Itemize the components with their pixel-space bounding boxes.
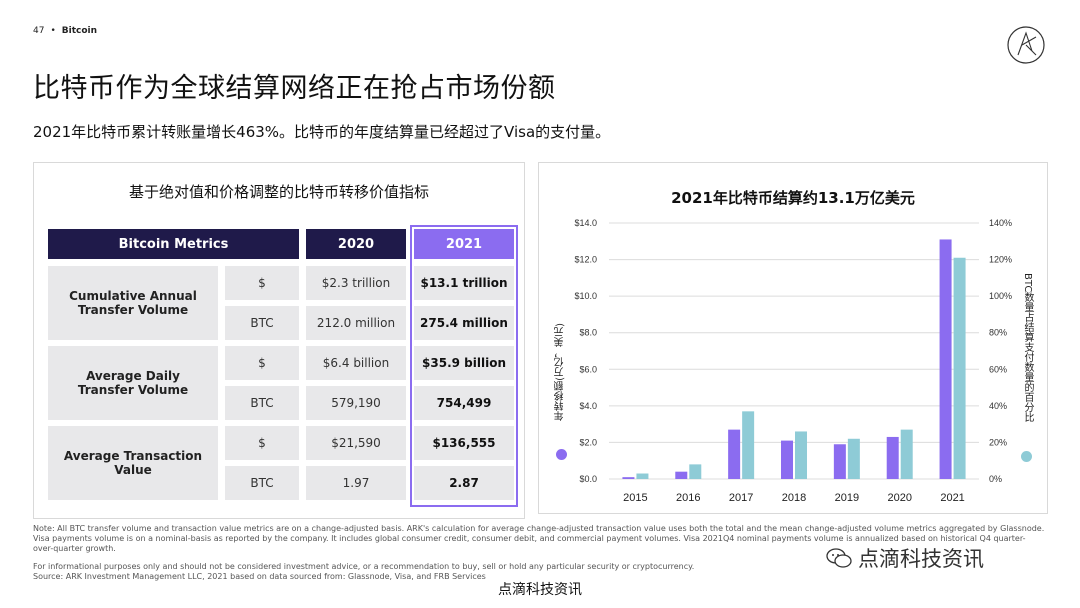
watermark: 点滴科技资讯 xyxy=(826,543,984,573)
y-tick-label-left: $8.0 xyxy=(579,328,597,338)
chart-title: 2021年比特币结算约13.1万亿美元 xyxy=(671,189,915,207)
metric-average-daily-transfer-volume: Average Daily Transfer Volume xyxy=(48,346,218,420)
bar-btc-percentage xyxy=(795,431,807,479)
table-header-2021: 2021 xyxy=(414,229,514,259)
value-2021: 754,499 xyxy=(414,386,514,420)
value-2020: $2.3 trillion xyxy=(306,266,406,300)
y-axis-right-label: BTC数量占结算支付数量的百分比 xyxy=(1022,273,1033,423)
value-2020: $21,590 xyxy=(306,426,406,460)
x-tick-label: 2016 xyxy=(676,492,700,504)
value-2020: 1.97 xyxy=(306,466,406,500)
value-2021: 275.4 million xyxy=(414,306,514,340)
chat-bubble-icon xyxy=(826,548,852,568)
y-tick-label-left: $6.0 xyxy=(579,364,597,374)
unit-btc: BTC xyxy=(225,386,299,420)
y-tick-label-right: 40% xyxy=(989,401,1007,411)
table-header-metrics: Bitcoin Metrics xyxy=(48,229,299,259)
value-2021: 2.87 xyxy=(414,466,514,500)
legend-dot-transfer-volume xyxy=(556,449,567,460)
disclaimer: For informational purposes only and shou… xyxy=(33,562,695,571)
bar-transfer-volume xyxy=(622,477,635,479)
legend-dot-btc-percentage xyxy=(1021,451,1032,462)
value-2020: 212.0 million xyxy=(306,306,406,340)
value-2020: $6.4 billion xyxy=(306,346,406,380)
source-note: Source: ARK Investment Management LLC, 2… xyxy=(33,572,486,581)
y-tick-label-left: $2.0 xyxy=(579,437,597,447)
bar-btc-percentage xyxy=(636,473,649,479)
unit-btc: BTC xyxy=(225,466,299,500)
footnote-line-1: Note: All BTC transfer volume and transa… xyxy=(33,524,1045,533)
header-separator: • xyxy=(50,26,56,36)
chart-panel: 2021年比特币结算约13.1万亿美元 $0.0 0% $2.0 20% $4.0 40%… xyxy=(538,162,1048,514)
y-tick-label-left: $4.0 xyxy=(579,401,597,411)
bar-chart: $0.0 0% $2.0 20% $4.0 40% $6.0 60% $8.0 80% $10.0 1… xyxy=(574,218,1012,504)
metric-average-transaction-value: Average Transaction Value xyxy=(48,426,218,500)
footnote: Note: All BTC transfer volume and transa… xyxy=(33,524,1048,554)
y-tick-label-right: 80% xyxy=(989,328,1007,338)
y-tick-label-right: 100% xyxy=(989,291,1012,301)
bar-btc-percentage xyxy=(847,438,860,479)
bar-transfer-volume xyxy=(833,444,846,479)
y-tick-label-right: 60% xyxy=(989,364,1007,374)
value-2021: $35.9 billion xyxy=(414,346,514,380)
section-name: Bitcoin xyxy=(61,26,98,36)
bar-transfer-volume xyxy=(939,239,952,479)
y-tick-label-left: $12.0 xyxy=(574,255,597,265)
value-2020: 579,190 xyxy=(306,386,406,420)
table-title: 基于绝对值和价格调整的比特币转移价值指标 xyxy=(128,183,429,201)
y-tick-label-left: $14.0 xyxy=(574,218,597,228)
bar-transfer-volume xyxy=(886,436,899,479)
y-tick-label-right: 20% xyxy=(989,437,1007,447)
slide-subtitle: 2021年比特币累计转账量增长463%。比特币的年度结算量已经超过了Visa的支… xyxy=(33,123,611,141)
ark-logo-icon xyxy=(1007,26,1045,64)
bar-transfer-volume xyxy=(728,429,741,479)
metric-cumulative-annual-transfer-volume: Cumulative Annual Transfer Volume xyxy=(48,266,218,340)
x-tick-label: 2017 xyxy=(729,492,753,504)
footnote-line-2: Visa payments volume is on a nominal-bas… xyxy=(33,534,1026,543)
unit-btc: BTC xyxy=(225,306,299,340)
unit-usd: $ xyxy=(225,346,299,380)
y-tick-label-left: $10.0 xyxy=(574,291,597,301)
metrics-table-panel: 基于绝对值和价格调整的比特币转移价值指标 Bitcoin Metrics 202… xyxy=(33,162,525,519)
bar-btc-percentage xyxy=(953,257,966,479)
y-axis-left-label: 年转移额(万亿，美元) xyxy=(555,323,566,421)
x-tick-label: 2019 xyxy=(835,492,859,504)
slide-title: 比特币作为全球结算网络正在抢占市场份额 xyxy=(33,73,556,104)
highlight-2021-column xyxy=(410,225,518,507)
bar-transfer-volume xyxy=(675,471,688,479)
y-tick-label-right: 0% xyxy=(989,474,1002,484)
watermark-text: 点滴科技资讯 xyxy=(858,547,984,571)
table-header-2020: 2020 xyxy=(306,229,406,259)
value-2021: $136,555 xyxy=(414,426,514,460)
x-tick-label: 2015 xyxy=(623,492,647,504)
unit-usd: $ xyxy=(225,266,299,300)
disclaimer-block: For informational purposes only and shou… xyxy=(33,562,813,582)
bar-btc-percentage xyxy=(900,429,913,479)
x-tick-label: 2021 xyxy=(940,492,964,504)
y-tick-label-left: $0.0 xyxy=(579,474,597,484)
bar-btc-percentage xyxy=(742,411,755,479)
bar-transfer-volume xyxy=(781,440,793,479)
footnote-line-3: over-quarter growth. xyxy=(33,544,116,553)
value-2021: $13.1 trillion xyxy=(414,266,514,300)
unit-usd: $ xyxy=(225,426,299,460)
page-number: 47 xyxy=(33,26,45,36)
x-tick-label: 2018 xyxy=(782,492,806,504)
y-tick-label-right: 120% xyxy=(989,255,1012,265)
y-tick-label-right: 140% xyxy=(989,218,1012,228)
bar-btc-percentage xyxy=(689,464,702,479)
slide-header: 47 • Bitcoin xyxy=(33,26,97,36)
footer-brand: 点滴科技资讯 xyxy=(498,582,582,598)
x-tick-label: 2020 xyxy=(887,492,911,504)
